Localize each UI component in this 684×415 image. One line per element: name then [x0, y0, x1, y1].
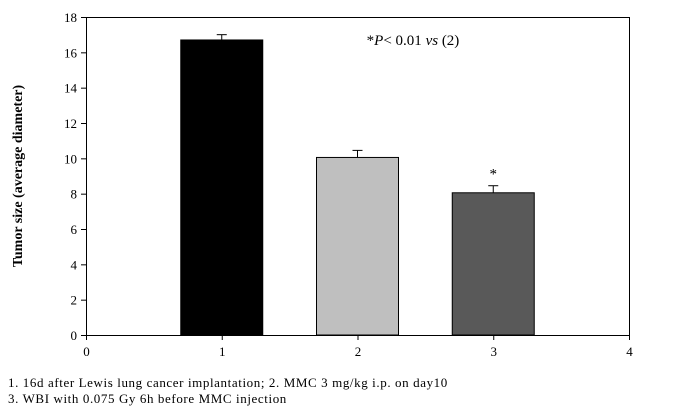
y-tick-label: 8 [71, 187, 78, 202]
y-tick-label: 10 [64, 151, 77, 166]
significance-star: * [490, 167, 498, 183]
y-tick-label: 12 [64, 116, 77, 131]
bar [451, 192, 535, 336]
x-tick-label: 1 [219, 344, 226, 359]
x-tick-label: 2 [355, 344, 362, 359]
y-axis-ticks: 0 2 4 6 8 10 12 14 16 18 [64, 10, 86, 343]
bars: * [180, 34, 535, 336]
bar [316, 156, 399, 336]
y-tick-label: 14 [64, 81, 78, 96]
plot-frame [86, 17, 630, 336]
y-tick-label: 4 [71, 257, 78, 272]
y-axis-title: Tumor size (average diameter) [11, 84, 26, 267]
x-tick-label: 3 [491, 344, 498, 359]
y-tick-label: 16 [64, 45, 78, 60]
bar [180, 39, 264, 336]
y-tick-label: 6 [71, 222, 78, 237]
caption-line-1: 1. 16d after Lewis lung cancer implantat… [8, 375, 448, 390]
x-axis-ticks: 0 1 2 3 4 [83, 335, 633, 359]
y-tick-label: 0 [71, 328, 78, 343]
significance-annotation: *P< 0.01 vs (2) [367, 33, 460, 49]
y-tick-label: 2 [71, 293, 78, 308]
x-tick-label: 4 [626, 344, 633, 359]
y-tick-label: 18 [64, 10, 77, 25]
caption-line-2: 3. WBI with 0.075 Gy 6h before MMC injec… [8, 391, 287, 406]
x-tick-label: 0 [83, 344, 90, 359]
